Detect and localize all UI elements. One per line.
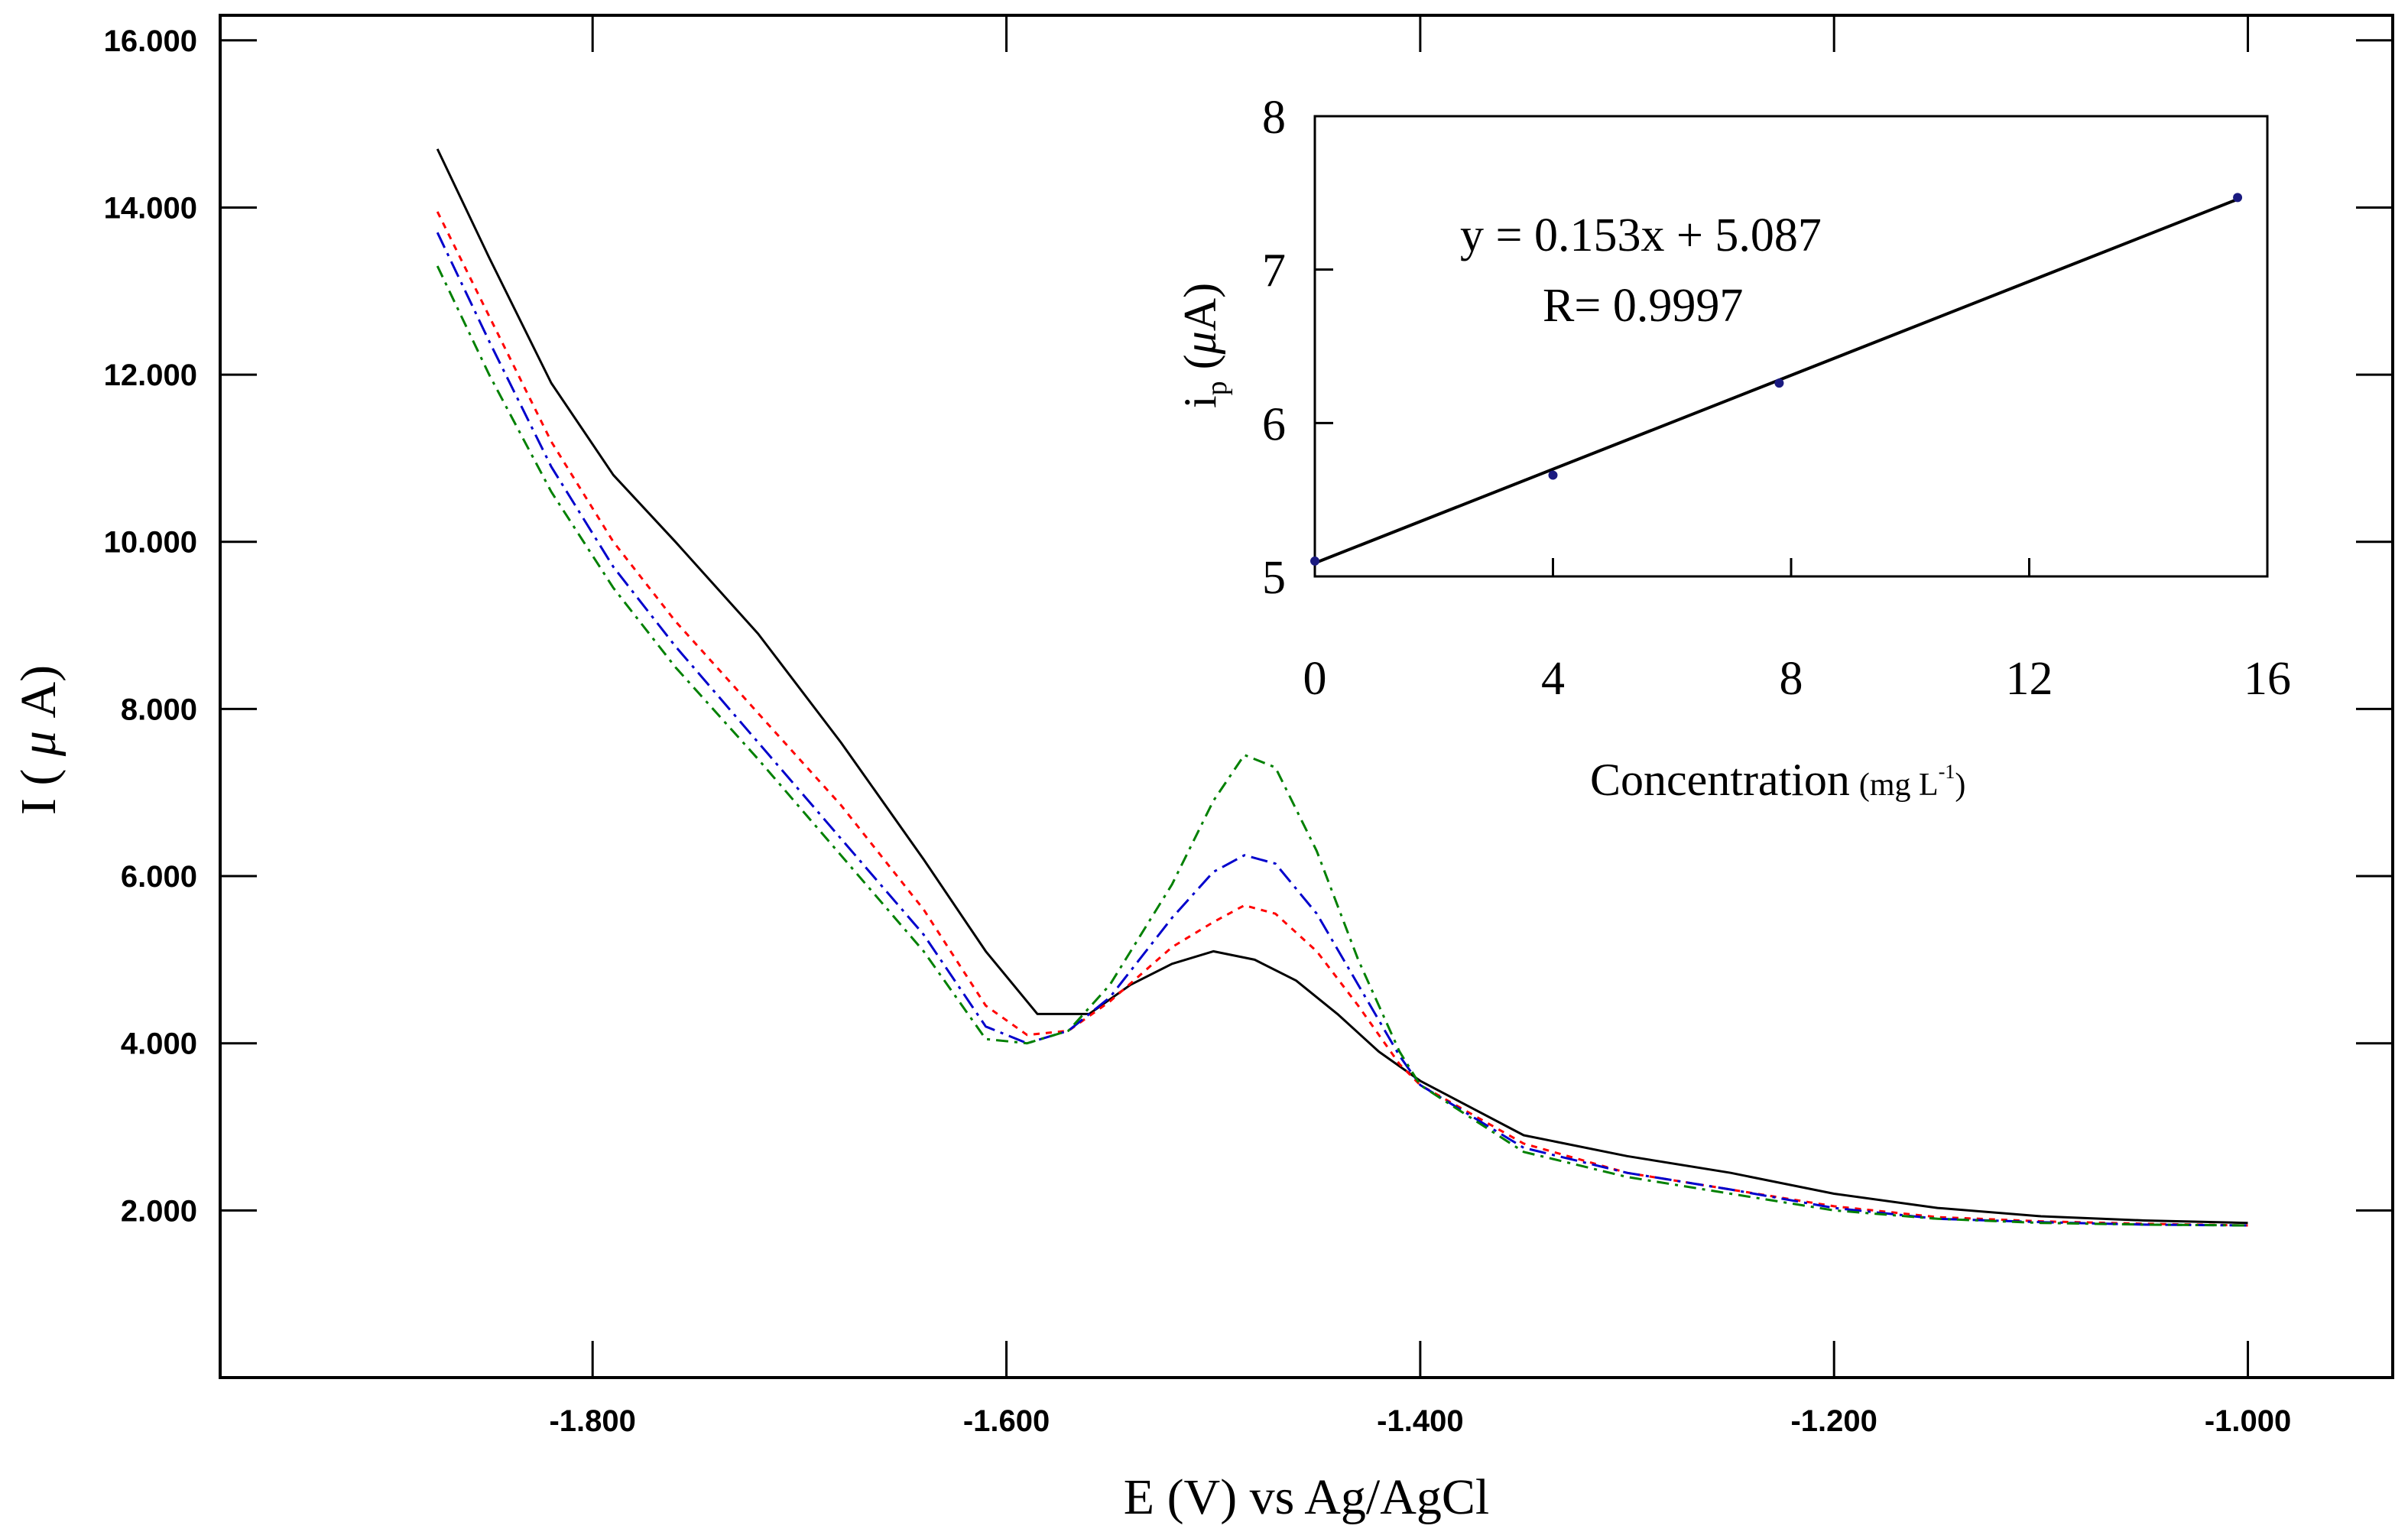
inset-y-axis-title-open: ( bbox=[1175, 354, 1225, 381]
main-y-axis-title-mu: μ bbox=[11, 731, 67, 757]
main-x-axis: -1.800 -1.600 -1.400 -1.200 -1.000 bbox=[549, 15, 2291, 1438]
inset-data-point bbox=[1310, 556, 1319, 566]
main-y-tick-label: 12.000 bbox=[104, 359, 197, 392]
inset-y-tick-label: 5 bbox=[1262, 552, 1286, 604]
inset-x-axis: 0 4 8 12 16 bbox=[1303, 558, 2291, 705]
inset-y-axis: 5 6 7 8 bbox=[1262, 92, 1333, 604]
main-x-tick-label: -1.200 bbox=[1790, 1404, 1877, 1438]
main-plot: 2.000 4.000 6.000 8.000 10.000 12.000 14.000 16… bbox=[11, 14, 2394, 1525]
inset-data-point bbox=[2233, 193, 2243, 203]
main-y-axis: 2.000 4.000 6.000 8.000 10.000 12.000 14.000 16… bbox=[104, 24, 2393, 1228]
inset-data-point bbox=[1774, 378, 1784, 388]
main-series-line-3 bbox=[436, 232, 2248, 1227]
inset-y-tick-label: 8 bbox=[1262, 92, 1286, 144]
inset-x-axis-title-unit-sup: -1 bbox=[1939, 761, 1955, 783]
main-x-tick-label: -1.400 bbox=[1377, 1404, 1463, 1438]
inset-x-axis-title-unit-open: (mg L bbox=[1859, 768, 1939, 803]
inset-calibration-plot: 5 6 7 8 0 4 8 12 16 y = 0.153x + 5.087 R= 0.999… bbox=[1175, 92, 2291, 805]
inset-y-axis-title: ip (μA) bbox=[1175, 283, 1233, 408]
inset-x-tick-label: 12 bbox=[2006, 653, 2053, 705]
main-y-tick-label: 10.000 bbox=[104, 526, 197, 560]
main-y-axis-title: I ( μ A) bbox=[11, 665, 67, 815]
inset-r-value: R= 0.9997 bbox=[1543, 280, 1743, 332]
inset-equation: y = 0.153x + 5.087 bbox=[1460, 209, 1822, 261]
inset-x-tick-label: 16 bbox=[2244, 653, 2291, 705]
main-y-axis-title-part-1: I ( bbox=[11, 756, 67, 815]
main-x-tick-label: -1.600 bbox=[963, 1404, 1050, 1438]
inset-data-point bbox=[1548, 470, 1558, 480]
inset-points-group bbox=[1310, 193, 2243, 566]
inset-x-axis-title-main: Concentration bbox=[1590, 755, 1850, 805]
main-y-tick-label: 16.000 bbox=[104, 24, 197, 58]
main-y-tick-label: 4.000 bbox=[121, 1027, 197, 1061]
inset-x-tick-label: 8 bbox=[1780, 653, 1803, 705]
main-y-tick-label: 6.000 bbox=[121, 860, 197, 894]
inset-y-tick-label: 6 bbox=[1262, 398, 1286, 450]
main-y-axis-title-part-3: A) bbox=[11, 665, 67, 731]
main-x-axis-title: E (V) vs Ag/AgCl bbox=[1124, 1469, 1490, 1525]
main-series-line-1 bbox=[436, 148, 2248, 1225]
inset-y-axis-title-mu: μ bbox=[1175, 331, 1225, 355]
main-y-tick-label: 14.000 bbox=[104, 191, 197, 225]
main-x-tick-label: -1.000 bbox=[2205, 1404, 2291, 1438]
inset-y-axis-title-i: i bbox=[1175, 395, 1225, 408]
inset-x-tick-label: 4 bbox=[1541, 653, 1565, 705]
inset-y-axis-title-close: A) bbox=[1175, 283, 1225, 331]
inset-y-axis-title-sub: p bbox=[1201, 381, 1233, 395]
main-plot-frame bbox=[219, 14, 2394, 1379]
main-series-line-4 bbox=[436, 265, 2248, 1227]
inset-x-axis-title: Concentration (mg L-1) bbox=[1590, 755, 1965, 805]
main-y-tick-label: 8.000 bbox=[121, 693, 197, 726]
inset-y-tick-label: 7 bbox=[1262, 245, 1286, 297]
inset-x-axis-title-unit-close: ) bbox=[1955, 768, 1965, 803]
inset-x-tick-label: 0 bbox=[1303, 653, 1327, 705]
main-x-tick-label: -1.800 bbox=[549, 1404, 635, 1438]
main-series-group bbox=[436, 148, 2248, 1227]
main-y-tick-label: 2.000 bbox=[121, 1194, 197, 1228]
